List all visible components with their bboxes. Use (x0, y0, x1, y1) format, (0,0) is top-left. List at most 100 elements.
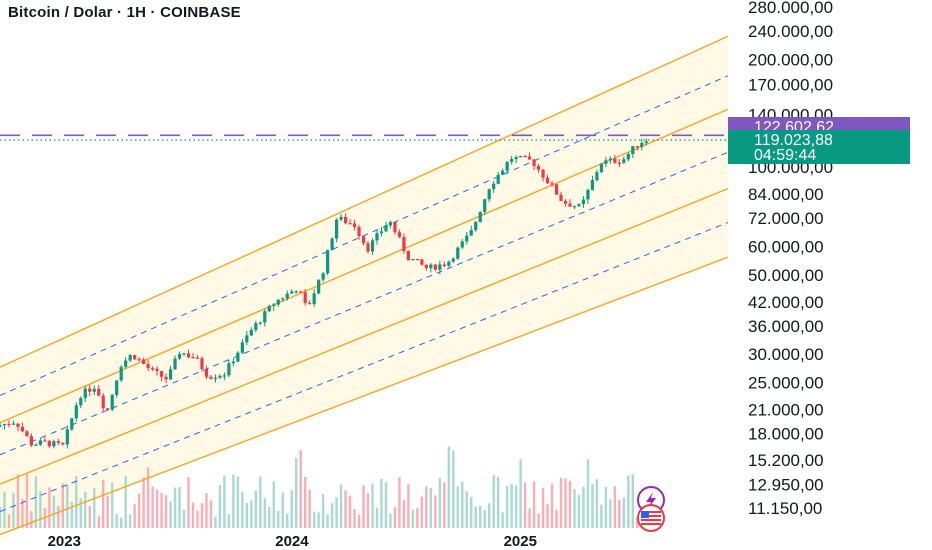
candle[interactable] (406, 250, 411, 261)
candle[interactable] (348, 219, 352, 225)
candle[interactable] (258, 321, 262, 326)
candle[interactable] (88, 384, 92, 396)
candle[interactable] (478, 211, 482, 223)
candle[interactable] (106, 407, 110, 412)
candle[interactable] (317, 279, 321, 295)
candle[interactable] (186, 349, 191, 359)
candle[interactable] (142, 357, 146, 365)
candle[interactable] (168, 365, 173, 380)
candle[interactable] (397, 229, 402, 239)
candle[interactable] (249, 327, 253, 336)
candle[interactable] (218, 374, 222, 379)
candle[interactable] (384, 221, 388, 233)
candle[interactable] (496, 171, 500, 185)
candle[interactable] (0, 422, 2, 428)
candle[interactable] (276, 299, 280, 307)
channel-line-lower[interactable] (0, 256, 728, 536)
candle[interactable] (429, 263, 433, 273)
candle[interactable] (70, 418, 74, 431)
candle[interactable] (200, 356, 204, 372)
candle[interactable] (155, 366, 159, 376)
candle[interactable] (532, 158, 536, 171)
candle[interactable] (29, 433, 34, 448)
candle[interactable] (456, 246, 460, 261)
candle[interactable] (335, 218, 339, 243)
candle[interactable] (563, 199, 568, 207)
candle[interactable] (285, 290, 289, 301)
candle[interactable] (352, 219, 357, 231)
candle[interactable] (245, 330, 249, 346)
candle[interactable] (617, 159, 621, 168)
candle[interactable] (631, 145, 635, 158)
candle[interactable] (303, 288, 307, 306)
channel-line-upper[interactable] (0, 35, 728, 368)
candle[interactable] (177, 351, 182, 360)
candle[interactable] (281, 297, 285, 303)
candle[interactable] (330, 237, 334, 251)
candle[interactable] (608, 156, 612, 165)
candle[interactable] (411, 258, 415, 261)
candle[interactable] (438, 260, 442, 275)
candle[interactable] (375, 229, 379, 245)
candle[interactable] (195, 355, 200, 359)
candle[interactable] (469, 225, 473, 237)
candle[interactable] (545, 174, 550, 184)
candle[interactable] (393, 221, 397, 235)
candle[interactable] (159, 370, 164, 382)
candle[interactable] (581, 195, 586, 208)
candle[interactable] (424, 264, 428, 271)
candle[interactable] (501, 168, 505, 176)
candle[interactable] (510, 156, 514, 165)
candle[interactable] (523, 154, 527, 158)
candle[interactable] (420, 258, 424, 266)
candle[interactable] (115, 380, 119, 398)
candle[interactable] (442, 261, 446, 268)
candle[interactable] (38, 438, 42, 446)
candle[interactable] (150, 366, 155, 372)
candle[interactable] (361, 236, 366, 246)
us-flag-icon[interactable] (637, 504, 665, 532)
candle[interactable] (227, 359, 231, 378)
candle[interactable] (474, 221, 478, 232)
candle[interactable] (568, 199, 572, 207)
candle[interactable] (451, 257, 455, 264)
y-axis[interactable]: 280.000,00 240.000,00 200.000,00 170.000,00… (748, 0, 833, 518)
candle[interactable] (505, 160, 509, 175)
candle[interactable] (388, 220, 393, 229)
candle[interactable] (343, 213, 348, 225)
candle[interactable] (326, 249, 330, 275)
channel-line-mid-lower[interactable] (0, 188, 728, 485)
candle[interactable] (370, 238, 375, 255)
candle[interactable] (626, 152, 630, 162)
candle[interactable] (514, 155, 518, 164)
candle[interactable] (613, 154, 617, 165)
candle[interactable] (644, 138, 648, 146)
candle[interactable] (640, 138, 644, 151)
candle[interactable] (119, 364, 123, 383)
candle[interactable] (527, 152, 532, 160)
candle[interactable] (415, 258, 419, 261)
candle[interactable] (191, 353, 195, 359)
candle[interactable] (541, 168, 545, 182)
candle[interactable] (586, 188, 590, 204)
candle[interactable] (635, 146, 639, 151)
candle[interactable] (20, 422, 25, 433)
candle[interactable] (182, 353, 186, 356)
candle[interactable] (550, 180, 554, 187)
candle[interactable] (366, 241, 370, 254)
candle[interactable] (240, 338, 244, 354)
candle[interactable] (213, 374, 218, 383)
candle[interactable] (254, 320, 258, 333)
candle[interactable] (604, 156, 608, 168)
candle[interactable] (465, 232, 469, 245)
candle[interactable] (599, 163, 603, 173)
candle[interactable] (433, 263, 437, 272)
channel-line-lower-inner[interactable] (0, 222, 728, 512)
candle[interactable] (622, 156, 626, 164)
candle[interactable] (290, 289, 294, 294)
candle[interactable] (263, 309, 267, 327)
candle[interactable] (559, 191, 563, 202)
candle[interactable] (460, 238, 464, 249)
candle[interactable] (209, 374, 213, 380)
